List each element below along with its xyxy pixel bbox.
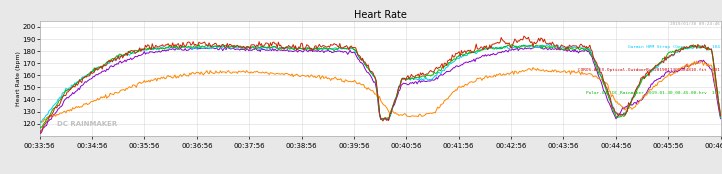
Text: Garmin HRM Strap (Generic) [1]  104: Garmin HRM Strap (Generic) [1] 104 xyxy=(628,45,720,49)
Text: 2019/01/30 09:24:46: 2019/01/30 09:24:46 xyxy=(670,22,720,26)
Title: Heart Rate: Heart Rate xyxy=(354,10,406,20)
Text: Polar-OH1-DC_Rainmaker_2019-01-30_00-45-00.hrv  100: Polar-OH1-DC_Rainmaker_2019-01-30_00-45-… xyxy=(586,91,720,95)
Y-axis label: Heart Rate (bpm): Heart Rate (bpm) xyxy=(16,51,21,106)
Text: DC RAINMAKER: DC RAINMAKER xyxy=(57,121,117,126)
Text: COROS-APEX-Optical-OutdoorRun2019011300084810.fit  101: COROS-APEX-Optical-OutdoorRun20190113000… xyxy=(578,68,720,72)
